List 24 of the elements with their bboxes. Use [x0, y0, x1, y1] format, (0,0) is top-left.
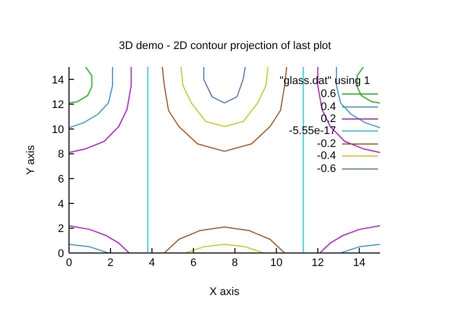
legend-label: -0.4 — [317, 150, 336, 162]
x-tick-label: 12 — [312, 256, 324, 269]
x-tick-label: 4 — [148, 256, 155, 269]
x-tick-label: 0 — [66, 256, 72, 269]
y-tick-label: 8 — [58, 148, 64, 161]
x-tick-label: 10 — [270, 256, 282, 269]
line-series — [203, 67, 246, 104]
y-tick-label: 6 — [58, 174, 64, 186]
legend-label: -0.2 — [317, 138, 336, 150]
x-tick-label: 8 — [232, 256, 238, 269]
y-tick-label: 14 — [52, 74, 64, 86]
y-tick-label: 12 — [52, 99, 64, 112]
x-tick-label: 2 — [107, 256, 114, 269]
y-tick-label: 10 — [52, 124, 64, 136]
y-tick-label: 2 — [58, 223, 64, 236]
x-tick-label: 14 — [353, 256, 366, 269]
legend-label: -0.6 — [317, 162, 336, 175]
y-tick-label: 0 — [58, 248, 64, 260]
legend-label: 0.6 — [320, 88, 336, 100]
x-tick-label: 6 — [190, 256, 196, 269]
y-axis-title: Y axis — [24, 144, 37, 175]
x-axis-title: X axis — [210, 286, 240, 298]
chart-title: 3D demo - 2D contour projection of last plot — [118, 40, 332, 52]
y-tick-label: 4 — [58, 198, 64, 210]
